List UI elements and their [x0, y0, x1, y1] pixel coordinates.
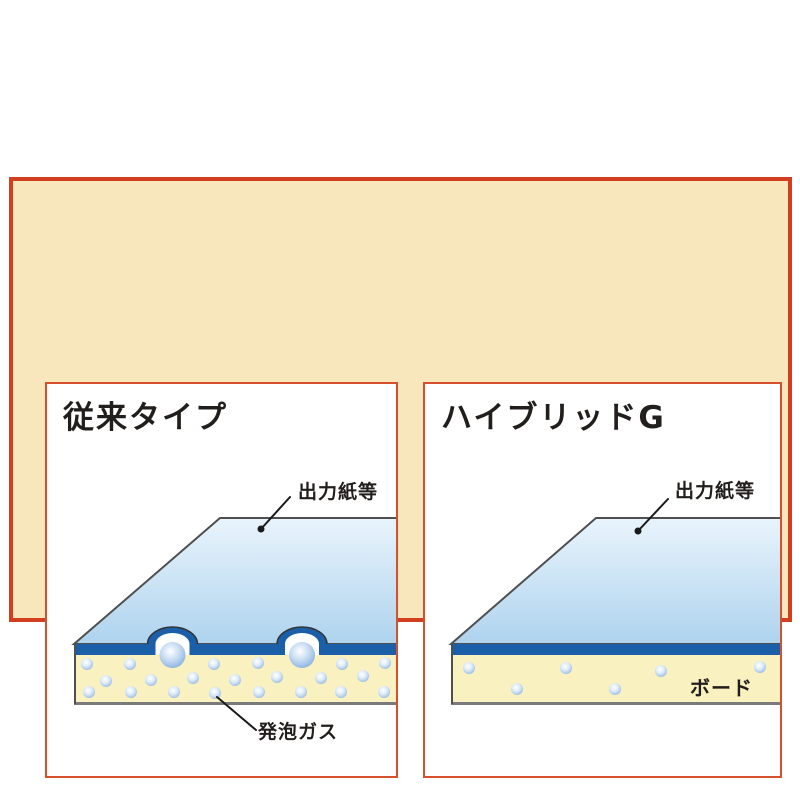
gas-bubble: [463, 662, 475, 674]
pointer-line-paper: [637, 498, 669, 532]
label-output-paper: 出力紙等: [298, 481, 379, 503]
gas-bubble: [335, 686, 347, 698]
gas-bubble: [81, 658, 93, 670]
gas-bubble: [253, 686, 265, 698]
gas-bubble: [168, 686, 180, 698]
adhesive-layer: [451, 644, 780, 655]
pointer-line-gas: [216, 696, 257, 731]
gas-bubble: [229, 674, 241, 686]
gas-bubbles: [81, 657, 391, 699]
panel-title-hybrid: ハイブリッドG: [441, 400, 666, 436]
gas-bubble: [209, 687, 221, 699]
adhesive-layer: [74, 644, 396, 655]
gas-bubble: [271, 671, 283, 683]
paper-surface: [71, 517, 396, 645]
outer-frame: 従来タイプ 出力紙等 発泡ガス: [9, 177, 792, 778]
gas-bubble: [336, 658, 348, 670]
gas-bubble: [124, 658, 136, 670]
pointer-dot: [634, 527, 642, 535]
gas-bubble: [100, 675, 112, 687]
label-output-paper: 出力紙等: [675, 480, 756, 502]
board-diagram-hybrid: [448, 498, 780, 705]
label-foam-gas: 発泡ガス: [258, 721, 339, 743]
panel-hybrid-g: ハイブリッドG 出力紙等 ボード: [423, 382, 782, 778]
gas-bubble: [511, 683, 523, 695]
gas-bubble: [609, 683, 621, 695]
gas-bubble: [208, 658, 220, 670]
gas-bubble: [295, 686, 307, 698]
pointer-line-paper: [260, 496, 291, 530]
panel-title-conventional: 従来タイプ: [63, 400, 228, 436]
panel-conventional: 従来タイプ 出力紙等 発泡ガス: [45, 382, 398, 778]
gas-bubble: [754, 661, 766, 673]
foam-board-layer: [451, 655, 780, 703]
gas-bubble: [315, 672, 327, 684]
label-board: ボード: [690, 676, 753, 700]
gas-bubble: [560, 662, 572, 674]
gas-bubble: [252, 657, 264, 669]
gas-bubble: [379, 657, 391, 669]
gas-bubble: [378, 686, 390, 698]
gas-bubbles: [463, 661, 766, 695]
pointer-dot: [257, 525, 265, 533]
gas-bubble: [187, 672, 199, 684]
gas-bubble: [655, 665, 667, 677]
gas-bubble: [83, 686, 95, 698]
gas-sphere: [159, 642, 186, 668]
gas-sphere: [289, 642, 315, 668]
board-diagram-conventional: [71, 496, 396, 731]
gas-bubble: [125, 686, 137, 698]
gas-bubble: [357, 670, 369, 682]
paper-surface: [448, 517, 780, 645]
gas-bubble: [145, 674, 157, 686]
